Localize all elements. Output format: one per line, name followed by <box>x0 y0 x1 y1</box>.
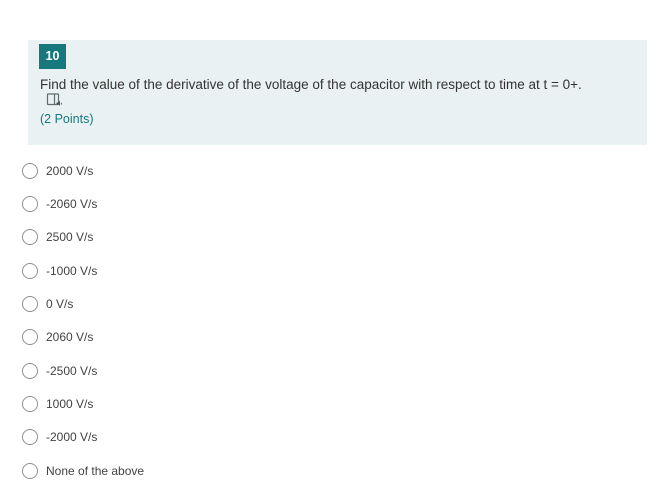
points-label: (2 Points) <box>40 112 94 126</box>
option-row-2500[interactable]: 2500 V/s <box>22 221 642 254</box>
option-label: 0 V/s <box>46 297 74 312</box>
option-row-2060[interactable]: 2060 V/s <box>22 321 642 354</box>
radio-button-icon[interactable] <box>22 429 38 446</box>
radio-button-icon[interactable] <box>22 262 38 279</box>
radio-button-icon[interactable] <box>22 196 38 213</box>
question-number-badge: 10 <box>39 44 66 69</box>
option-label: 2500 V/s <box>46 230 94 245</box>
option-label: None of the above <box>46 463 145 478</box>
option-label: 2000 V/s <box>46 163 94 178</box>
option-label: -1000 V/s <box>46 263 98 278</box>
option-row-neg2500[interactable]: -2500 V/s <box>22 354 642 387</box>
radio-button-icon[interactable] <box>22 362 38 379</box>
radio-button-icon[interactable] <box>22 329 38 346</box>
option-row-none-of-the-above[interactable]: None of the above <box>22 454 642 487</box>
radio-button-icon[interactable] <box>22 462 38 479</box>
immersive-reader-icon <box>46 93 63 112</box>
radio-button-icon[interactable] <box>22 162 38 179</box>
radio-button-icon[interactable] <box>22 229 38 246</box>
option-label: -2000 V/s <box>46 430 98 445</box>
option-label: 1000 V/s <box>46 397 94 412</box>
radio-button-icon[interactable] <box>22 296 38 313</box>
option-label: -2500 V/s <box>46 363 98 378</box>
option-row-1000[interactable]: 1000 V/s <box>22 387 642 420</box>
radio-button-icon[interactable] <box>22 396 38 413</box>
options-list: 2000 V/s -2060 V/s 2500 V/s -1000 V/s 0 … <box>22 154 642 487</box>
option-row-neg1000[interactable]: -1000 V/s <box>22 254 642 287</box>
option-label: 2060 V/s <box>46 330 94 345</box>
option-label: -2060 V/s <box>46 197 98 212</box>
immersive-reader-button[interactable] <box>44 92 64 112</box>
question-text: Find the value of the derivative of the … <box>40 77 582 92</box>
question-card: 10 Find the value of the derivative of t… <box>28 40 647 145</box>
option-row-neg2060[interactable]: -2060 V/s <box>22 187 642 220</box>
option-row-neg2000[interactable]: -2000 V/s <box>22 421 642 454</box>
option-row-0[interactable]: 0 V/s <box>22 287 642 320</box>
option-row-2000[interactable]: 2000 V/s <box>22 154 642 187</box>
